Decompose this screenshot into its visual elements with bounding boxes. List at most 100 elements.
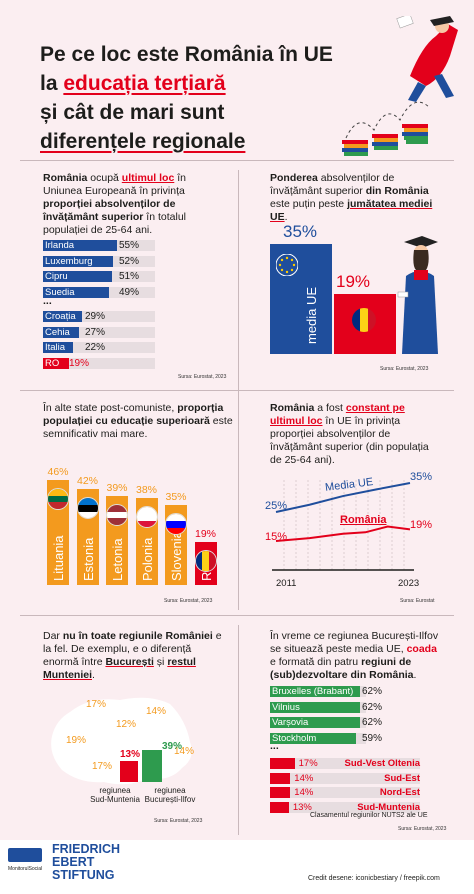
footer	[0, 840, 474, 894]
source-note: Sursa: Eurostat, 2023	[154, 818, 203, 824]
bar-track	[43, 357, 155, 369]
bar-fill: Croația	[43, 311, 83, 322]
region-name: Sud-Est	[384, 772, 420, 784]
flag-icon	[135, 506, 158, 529]
fes-logo: FRIEDRICH EBERT STIFTUNG	[52, 842, 121, 882]
region-name: Sud-Vest Oltenia	[344, 758, 421, 769]
flag-icon	[47, 488, 69, 511]
region-value: 14%	[174, 746, 195, 757]
eu-bar: media UE	[270, 244, 332, 354]
ro-percent: 19%	[336, 272, 371, 291]
label-sud-muntenia: regiunea Sud-Muntenia	[90, 786, 140, 804]
bar-fill: Suedia	[43, 286, 110, 298]
flag-icon	[165, 513, 187, 536]
x-tick-2011: 2011	[276, 578, 297, 589]
credit-line: Credit desene: iconicbestiary / freepik.…	[308, 875, 440, 882]
monitorul-social-logo: MonitorulSocial	[8, 848, 42, 876]
source-note: Sursa: Eurostat, 2023	[398, 826, 447, 832]
region-value: 13%	[120, 749, 141, 760]
bar-track	[270, 772, 420, 784]
bar-value: 22%	[85, 342, 106, 353]
divider	[238, 625, 239, 835]
region-value: 39%	[162, 741, 183, 752]
bar-fill	[270, 758, 295, 769]
bar-fill: Cehia	[43, 326, 80, 338]
column-value: 46%	[47, 466, 69, 479]
column-label: Estonia	[80, 537, 96, 581]
bar-value: 51%	[119, 271, 140, 282]
ro-end-label: 19%	[410, 519, 433, 531]
source-note: Sursa: Eurostat, 2023	[164, 598, 213, 604]
panel6-text: În vreme ce regiunea București-Ilfov se …	[270, 630, 439, 681]
bar-track	[43, 311, 155, 322]
divider	[20, 390, 454, 391]
region-value: 14%	[146, 706, 167, 717]
ro-bar	[334, 294, 396, 354]
bar-value: 17%	[298, 758, 318, 769]
bar-fill: Bruxelles (Brabant)	[270, 686, 360, 697]
bar-value: 49%	[119, 286, 140, 298]
bar-value: 62%	[362, 717, 383, 728]
column-label: Polonia	[139, 537, 155, 581]
title-line-4: diferențele regionale	[40, 130, 246, 153]
panel3-text: În alte state post-comuniste, proporția …	[43, 402, 233, 440]
bar-track	[270, 801, 420, 813]
region-value: 17%	[92, 761, 113, 772]
bar-value: 59%	[362, 732, 383, 744]
eu-end-label: 35%	[410, 471, 433, 483]
title-line-1: Pe ce loc este România în UE	[40, 43, 333, 66]
divider	[238, 170, 239, 610]
ro-region-row: 14% Sud-Est	[270, 772, 420, 784]
bar-fill: Stockholm	[270, 732, 356, 744]
bar-value: 14%	[294, 772, 314, 784]
eu-flag-icon	[276, 254, 298, 276]
bar-fill: Cipru	[43, 271, 112, 282]
region-name: Sud-Muntenia	[357, 801, 420, 813]
region-value: 19%	[66, 735, 87, 746]
graduate-illustration	[342, 16, 458, 156]
region-name: Nord-Est	[379, 787, 420, 798]
ellipsis: ...	[43, 295, 52, 307]
bar-value: 52%	[119, 255, 140, 267]
panel4-text: România a fost constant pe ultimul loc î…	[270, 402, 429, 466]
bar-fill	[270, 801, 289, 813]
title-line-2: la educația terțiară	[40, 72, 226, 95]
bar-fill: Luxemburg	[43, 255, 114, 267]
ranking-note: Clasamentul regiunilor NUTS2 ale UE	[310, 812, 428, 819]
panel2-text: Ponderea absolvenților de învățământ sup…	[270, 172, 433, 223]
label-bucuresti-ilfov: regiunea București-Ilfov	[144, 786, 196, 804]
flag-icon	[194, 549, 217, 572]
series-line-romania	[275, 525, 411, 542]
bar-fill: Italia	[43, 342, 73, 353]
bar-value: 62%	[362, 701, 383, 713]
divider	[20, 160, 454, 161]
bar-fill	[270, 772, 291, 784]
bar-value: 62%	[362, 686, 383, 697]
bar-fill: RO	[43, 357, 69, 369]
column-value: 38%	[135, 484, 157, 497]
column-label: Slovenia	[169, 531, 184, 581]
source-note: Sursa: Eurostat	[400, 598, 435, 604]
page-title: Pe ce loc este România în UE la educația…	[40, 40, 340, 156]
region-value: 17%	[86, 699, 107, 710]
bar-fill: Irlanda	[43, 240, 118, 251]
ellipsis: ...	[270, 740, 279, 752]
bar-track	[270, 758, 420, 769]
romania-flag-icon	[352, 308, 376, 332]
ro-region-row: 13% Sud-Muntenia	[270, 801, 420, 813]
column-value: 42%	[76, 475, 98, 488]
panel1-text: România ocupă ultimul loc în Uniunea Eur…	[43, 172, 186, 236]
bar-value: 13%	[292, 801, 312, 813]
eu-percent: 35%	[283, 222, 318, 241]
bucuresti-ilfov-bar	[142, 750, 162, 782]
bar-fill: Varșovia	[270, 717, 360, 728]
region-value: 12%	[116, 719, 137, 730]
flag-icon	[76, 497, 99, 520]
bar-fill	[270, 787, 291, 798]
ro-region-row: 14% Nord-Est	[270, 787, 420, 798]
bar-value: 29%	[85, 311, 106, 322]
panel4-line-chart	[272, 480, 414, 571]
source-note: Sursa: Eurostat, 2023	[178, 374, 227, 380]
divider	[20, 615, 454, 616]
source-note: Sursa: Eurostat, 2023	[380, 366, 429, 372]
